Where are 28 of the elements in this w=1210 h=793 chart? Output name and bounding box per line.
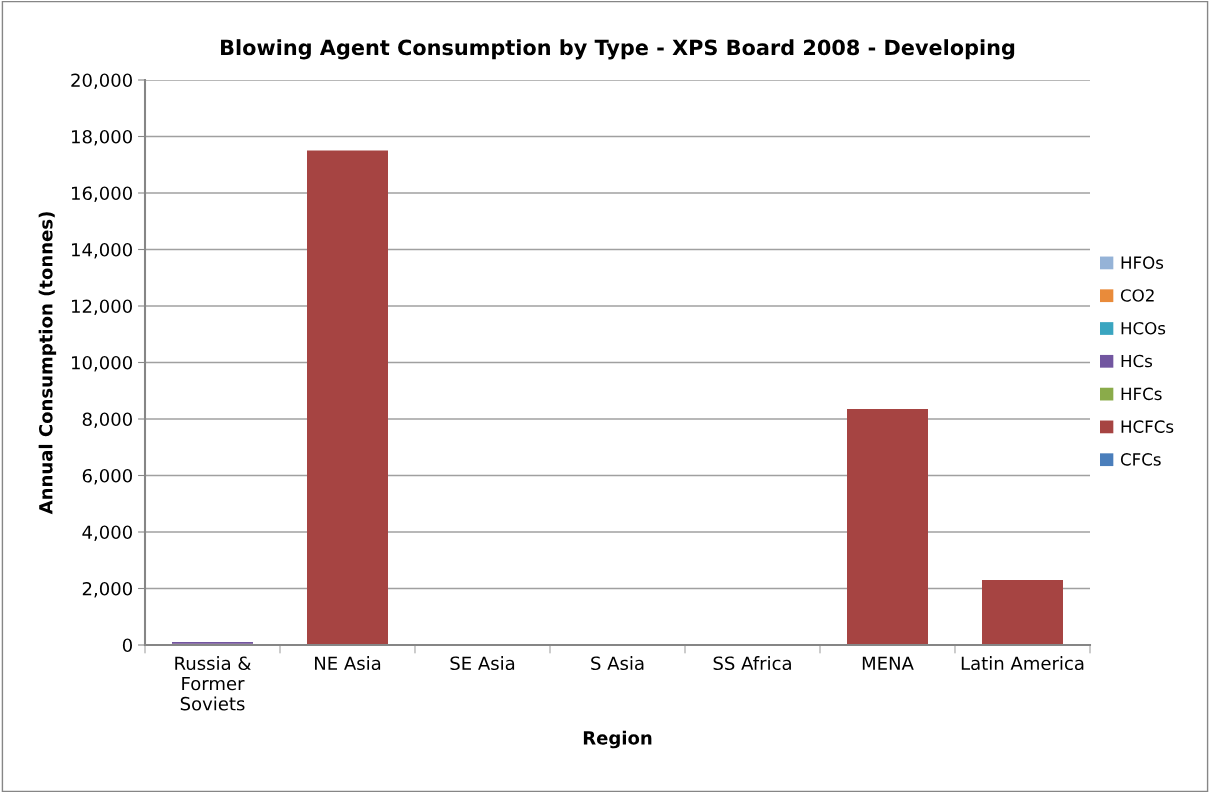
legend-label: CFCs (1120, 453, 1161, 466)
y-tick-label: 16,000 (72, 186, 132, 202)
y-tick-label: 0 (122, 638, 132, 653)
y-tick-label: 10,000 (72, 355, 132, 372)
x-tick-label: SE Asia (450, 656, 515, 671)
x-axis-title: Region (583, 730, 652, 749)
legend-label: CO2 (1120, 289, 1154, 302)
x-tick-label: Latin America (961, 656, 1084, 671)
legend-label: HCs (1121, 354, 1153, 368)
chart-title: Blowing Agent Consumption by Type - XPS Board 2008 - Developing (221, 39, 1015, 60)
y-tick-label: 14,000 (72, 242, 132, 259)
y-tick-label: 18,000 (72, 129, 132, 146)
y-tick-label: 6,000 (82, 468, 132, 485)
y-tick-label: 8,000 (82, 412, 132, 428)
y-axis-title: Annual Consumption (tonnes) (38, 212, 57, 515)
legend-label: HCOs (1121, 321, 1166, 335)
y-tick-label: 12,000 (72, 299, 132, 315)
x-tick-label: MENA (862, 656, 914, 670)
x-tick-label: S Asia (591, 656, 644, 671)
x-tick-label: SS Africa (713, 656, 791, 671)
legend-label: HFCs (1121, 387, 1162, 401)
y-tick-label: 2,000 (82, 581, 132, 598)
y-tick-label: 4,000 (82, 525, 132, 541)
legend-label: HFOs (1121, 256, 1164, 269)
x-tick-label: NE Asia (315, 656, 381, 671)
legend-label: HCFCs (1121, 420, 1174, 433)
y-tick-label: 20,000 (71, 73, 132, 89)
x-tick-label: Russia & Former Soviets (175, 656, 251, 711)
